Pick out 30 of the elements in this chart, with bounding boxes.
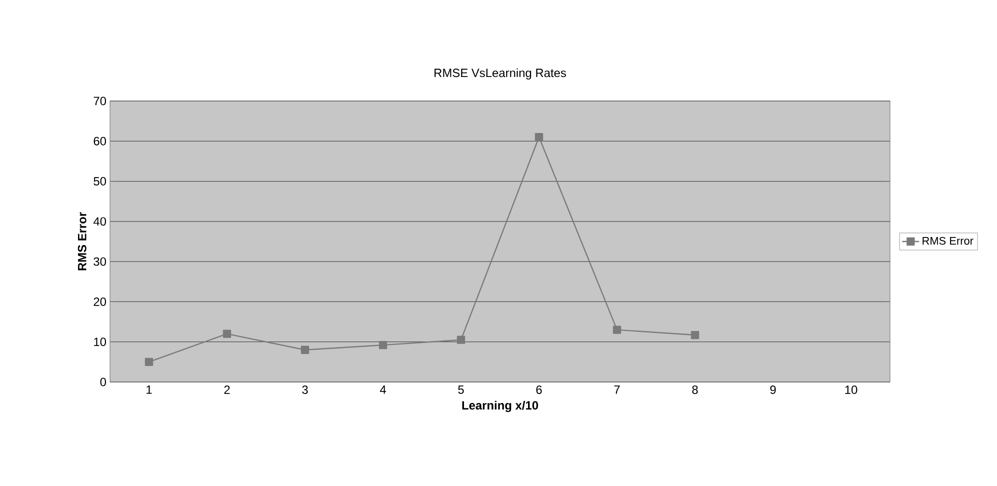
- x-tick-label: 9: [770, 386, 776, 394]
- x-tick-label: 7: [614, 386, 620, 394]
- y-tick-label: 60: [94, 136, 106, 146]
- point: [378, 340, 388, 350]
- x-tick-label: 6: [536, 386, 542, 394]
- x-tick-label: 2: [224, 386, 230, 394]
- y-axis-title: RMS Error: [78, 212, 86, 270]
- y-tick-label: 30: [94, 257, 106, 266]
- point: [222, 330, 232, 338]
- point: [690, 330, 700, 340]
- x-tick-label: 10: [845, 386, 858, 394]
- point: [534, 133, 544, 142]
- x-tick-label: 4: [380, 386, 386, 394]
- x-tick-label: 5: [458, 386, 464, 394]
- point: [456, 336, 466, 344]
- x-tick-label: 1: [146, 386, 152, 394]
- y-tick-label: 10: [94, 338, 106, 346]
- x-tick-label: 3: [302, 386, 308, 394]
- chart-title: RMSE VsLearning Rates: [434, 68, 566, 80]
- x-axis-title: Learning x/10: [462, 400, 538, 412]
- legend-label: RMS Error: [922, 236, 974, 245]
- x-tick-label: 8: [692, 386, 698, 394]
- y-tick-label: 20: [94, 297, 106, 306]
- y-tick-label: 0: [100, 378, 106, 386]
- y-tick-label: 40: [93, 217, 106, 226]
- point: [144, 358, 154, 366]
- y-tick-label: 70: [94, 96, 106, 106]
- y-tick-label: 50: [94, 177, 106, 186]
- point: [612, 326, 622, 334]
- point: [300, 346, 310, 354]
